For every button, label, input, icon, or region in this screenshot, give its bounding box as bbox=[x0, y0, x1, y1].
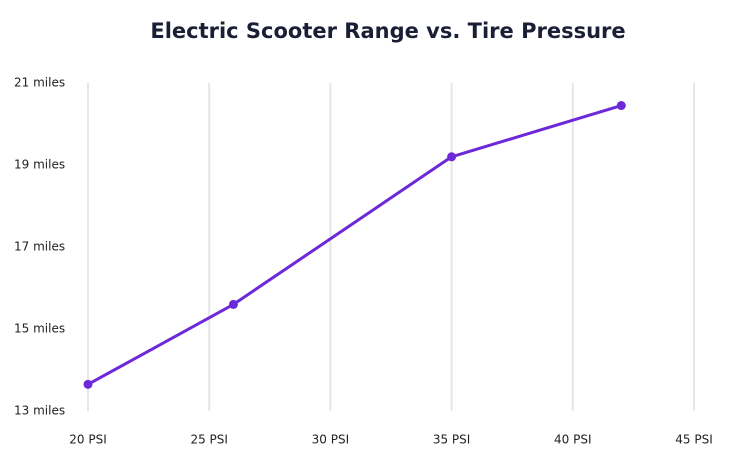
x-tick-label: 30 PSI bbox=[312, 433, 349, 447]
x-tick-label: 40 PSI bbox=[554, 433, 591, 447]
point bbox=[83, 379, 93, 389]
y-tick-label: 13 miles bbox=[14, 404, 65, 418]
x-tick-label: 35 PSI bbox=[433, 433, 470, 447]
y-tick-label: 15 miles bbox=[14, 322, 65, 336]
point bbox=[616, 101, 626, 111]
x-tick-label: 25 PSI bbox=[190, 433, 227, 447]
x-tick-label: 20 PSI bbox=[69, 433, 106, 447]
chart-title: Electric Scooter Range vs. Tire Pressure bbox=[150, 19, 625, 43]
point bbox=[447, 152, 457, 162]
x-tick-label: 45 PSI bbox=[675, 433, 712, 447]
y-tick-label: 17 miles bbox=[14, 240, 65, 254]
y-tick-label: 21 miles bbox=[14, 76, 65, 90]
y-tick-label: 19 miles bbox=[14, 158, 65, 172]
point bbox=[228, 299, 238, 309]
line bbox=[87, 104, 622, 386]
